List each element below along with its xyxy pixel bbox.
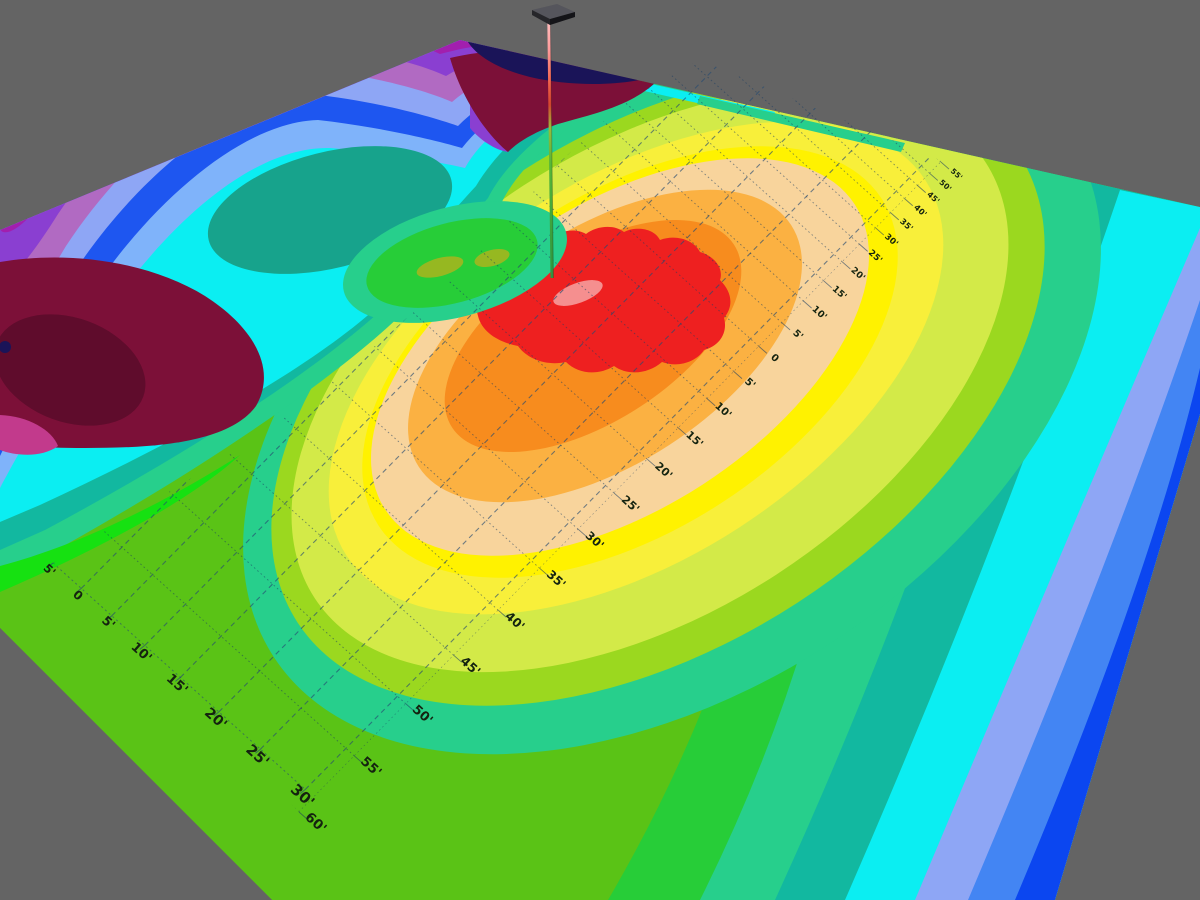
grid-line-column <box>180 60 942 678</box>
grid-tick-row <box>647 458 656 467</box>
terrain-band-blue <box>0 40 605 456</box>
grid-line-row <box>133 60 804 302</box>
grid-tick-column <box>255 748 261 754</box>
flag-pole <box>547 19 554 279</box>
grid-line-column <box>218 60 942 713</box>
grid-tick-row <box>823 280 832 289</box>
grid-tick-column <box>47 562 54 568</box>
grid-tick-row <box>613 492 623 501</box>
grid-line-row <box>220 60 892 214</box>
hillock-olive-spot-1 <box>416 256 464 278</box>
flag-pole-shade <box>549 21 554 279</box>
grid-tick-row <box>781 322 791 331</box>
grid-tick-row <box>577 528 587 537</box>
grid-tick-row <box>405 703 415 712</box>
grid-tick-row <box>940 161 950 170</box>
grid-line-row <box>153 60 824 282</box>
grid-line-row <box>205 60 877 229</box>
grid-tick-column <box>175 676 181 682</box>
grid-tick-column <box>75 587 82 593</box>
contour-band-periwinkle-corner <box>915 228 1200 900</box>
flagstick <box>532 4 575 279</box>
grid-tick-row <box>733 371 743 379</box>
grid-tick-row <box>859 244 868 252</box>
grid-tick-row <box>917 185 926 193</box>
grid-edge-near <box>53 562 306 790</box>
grid-tick-column <box>139 645 146 650</box>
grid-line-row <box>88 60 760 347</box>
grid-tick-column <box>213 711 220 717</box>
grid-tick-row <box>875 227 885 236</box>
grid-tick-row <box>890 212 900 221</box>
contour-band-cyan-corner <box>845 190 1200 900</box>
grid-tick-row <box>539 567 549 576</box>
flag-head-top <box>532 4 575 19</box>
grid-line-column <box>304 60 942 790</box>
grid-tick-row <box>354 755 363 764</box>
grid-tick-row <box>453 654 463 663</box>
flag-head-side <box>550 12 575 25</box>
terrain-blob-pink-accent <box>0 415 58 455</box>
grid-line-row <box>189 60 860 245</box>
edge-sliver-seagreen <box>697 96 905 152</box>
grid-tick-row <box>678 427 687 436</box>
contour-spot-pink <box>553 280 603 306</box>
grid-line-row <box>53 154 355 757</box>
terrain-dot-navy <box>0 341 11 353</box>
hillock-olive-spot-2 <box>474 248 510 268</box>
stripe-bright-green <box>0 455 240 592</box>
grid-ticks <box>47 161 950 820</box>
grid-line-row <box>112 60 783 324</box>
terrain-blob-crimson-core <box>0 314 146 426</box>
flag-head-front <box>532 10 550 25</box>
grid-tick-row <box>904 198 914 207</box>
terrain-band-lightblue <box>0 40 615 488</box>
grid-tick-row <box>706 398 716 407</box>
grid-tick-column <box>106 615 113 621</box>
grid-line-column <box>144 60 942 646</box>
grid-line-row <box>172 60 843 263</box>
grid-tick-row <box>758 346 768 354</box>
grid-line-column <box>111 60 919 617</box>
grid-tick-row <box>842 261 851 270</box>
grid-tick-row <box>298 811 308 820</box>
grid-tick-row <box>497 609 507 618</box>
grid-tick-row <box>929 173 939 181</box>
grid-tick-row <box>803 300 812 309</box>
grid-tick-column <box>299 789 306 794</box>
